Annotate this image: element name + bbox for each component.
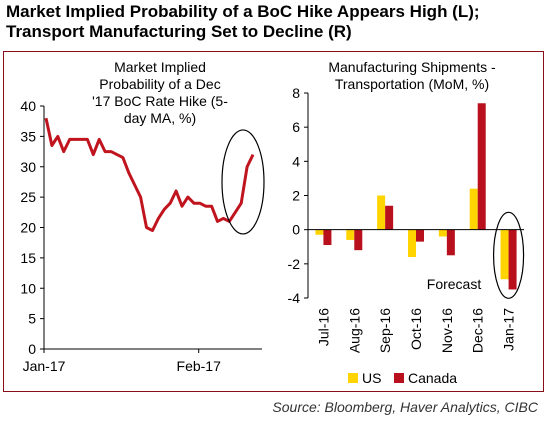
bar-canada <box>385 205 394 230</box>
series-line-boc-probability <box>44 117 255 232</box>
legend-swatch-canada <box>394 373 404 383</box>
left-chart-title-line: Market Implied <box>114 59 206 75</box>
left-y-tick-label: 40 <box>20 98 36 114</box>
left-y-tick-label: 5 <box>28 311 36 327</box>
left-y-tick-label: 25 <box>20 189 36 205</box>
title-line-2: Transport Manufacturing Set to Decline (… <box>6 22 352 41</box>
source-note: Source: Bloomberg, Haver Analytics, CIBC <box>272 399 538 415</box>
legend-label-canada: Canada <box>408 370 457 386</box>
chart-frame <box>3 51 544 392</box>
right-y-tick-label: 0 <box>292 222 300 238</box>
left-x-tick-label: Feb-17 <box>177 358 222 374</box>
bar-us <box>500 229 509 280</box>
right-x-tick-label: Dec-16 <box>470 308 486 353</box>
right-y-tick-label: -4 <box>288 290 301 306</box>
highlight-ellipse-left <box>221 129 265 235</box>
right-y-tick-label: 6 <box>292 119 300 135</box>
chart-title: Market Implied Probability of a BoC Hike… <box>6 2 546 42</box>
bar-us <box>377 195 386 230</box>
bar-canada <box>508 229 517 290</box>
bar-us <box>315 229 324 235</box>
right-y-tick-label: -2 <box>288 256 301 272</box>
right-x-tick-label: Nov-16 <box>439 308 455 353</box>
left-y-tick-label: 35 <box>20 128 36 144</box>
left-y-tick-label: 15 <box>20 250 36 266</box>
bar-canada <box>416 229 424 242</box>
right-y-tick-label: 4 <box>292 153 300 169</box>
bar-canada <box>446 229 455 256</box>
left-y-tick-label: 10 <box>20 280 36 296</box>
right-x-tick-label: Jul-16 <box>315 308 331 346</box>
left-chart-title-line: Probability of a Dec <box>99 76 220 92</box>
bar-canada <box>323 229 332 246</box>
left-x-tick-label: Jan-17 <box>23 358 66 374</box>
forecast-annotation: Forecast <box>427 276 482 292</box>
right-x-tick-label: Aug-16 <box>346 308 362 353</box>
highlight-ellipse-right <box>492 211 525 299</box>
legend-label-us: US <box>362 370 381 386</box>
legend-swatch-us <box>348 373 358 383</box>
right-x-tick-label: Oct-16 <box>408 308 424 350</box>
left-chart-title-line: day MA, %) <box>124 110 196 126</box>
left-y-tick-label: 30 <box>20 159 36 175</box>
left-chart-title-line: '17 BoC Rate Hike (5- <box>92 93 228 109</box>
right-x-tick-label: Jan-17 <box>501 308 517 351</box>
left-y-tick-label: 20 <box>20 220 36 236</box>
bar-us <box>438 229 447 237</box>
right-chart-title-line: Manufacturing Shipments - <box>328 59 496 75</box>
bar-us <box>408 229 416 257</box>
right-y-tick-label: 8 <box>292 85 300 101</box>
bar-us <box>469 188 478 230</box>
right-x-tick-label: Sep-16 <box>377 308 393 353</box>
left-y-tick-label: 0 <box>28 341 36 357</box>
right-chart-title-line: Transportation (MoM, %) <box>335 76 489 92</box>
title-line-1: Market Implied Probability of a BoC Hike… <box>6 2 480 21</box>
bar-canada <box>354 229 363 251</box>
bar-us <box>346 229 355 240</box>
right-y-tick-label: 2 <box>292 188 300 204</box>
bar-canada <box>477 103 486 230</box>
